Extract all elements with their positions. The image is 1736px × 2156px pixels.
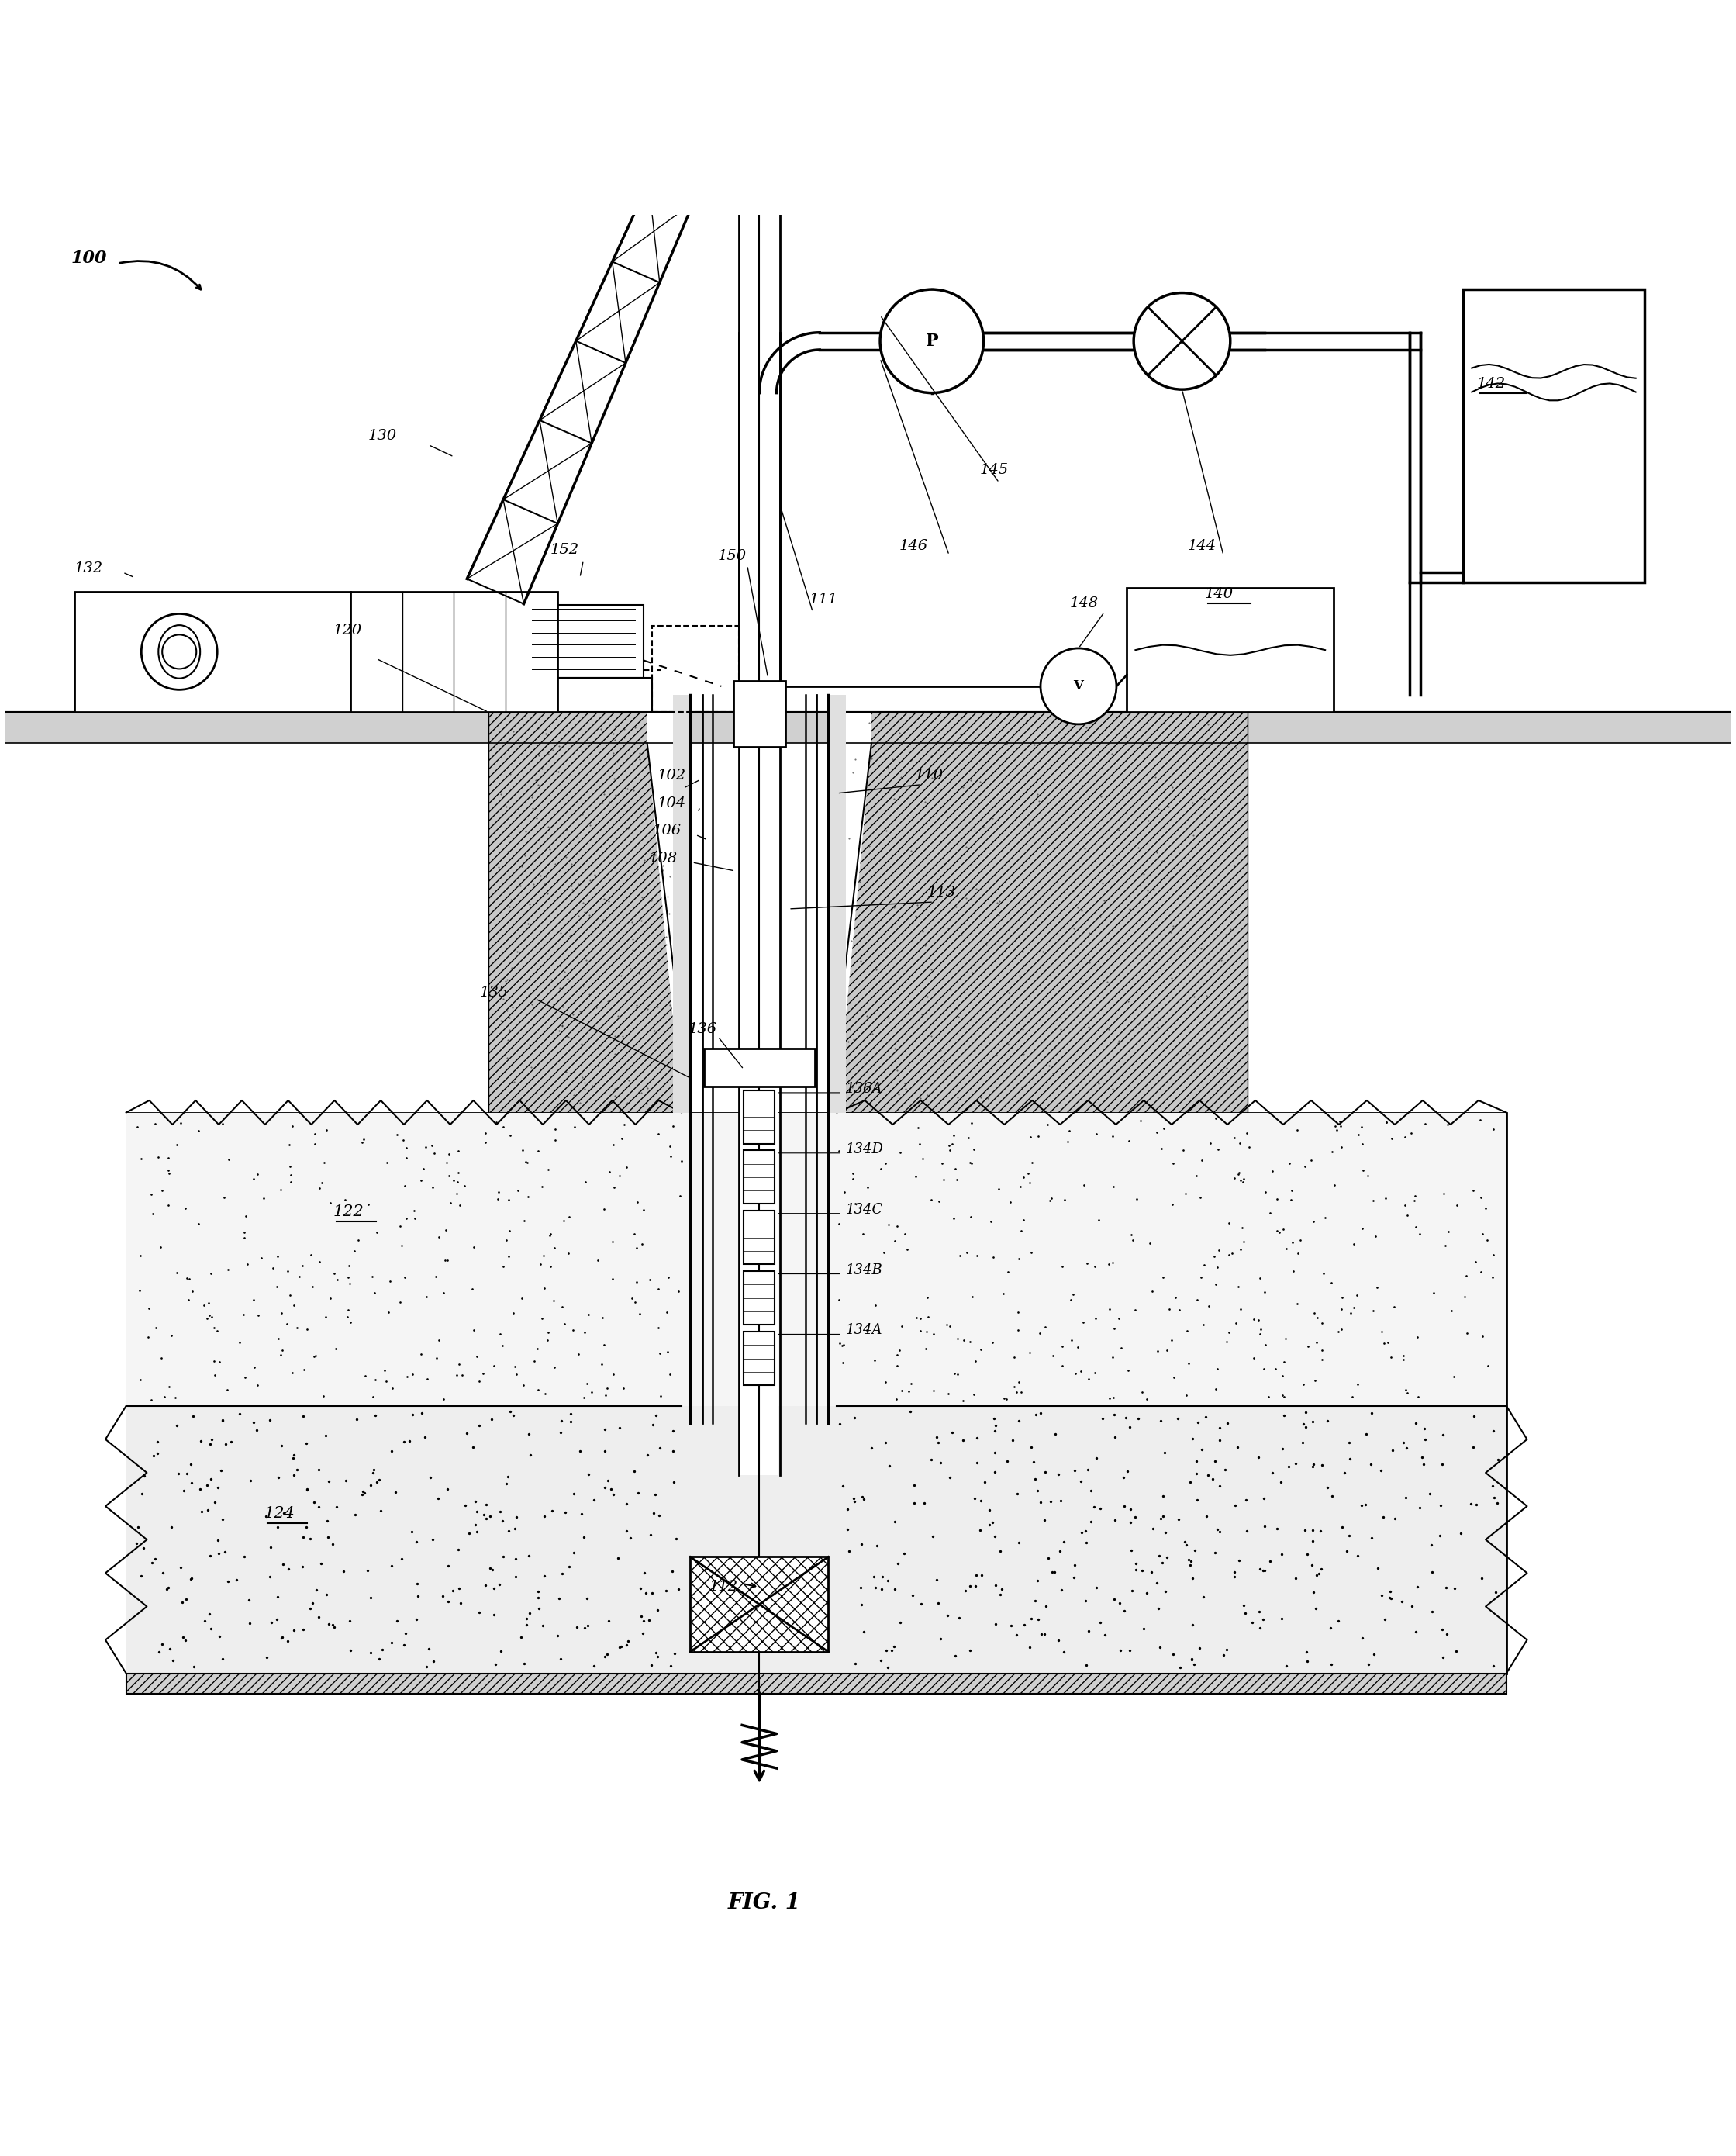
Bar [127, 1406, 1507, 1673]
Bar [838, 711, 1248, 1112]
Text: 132: 132 [75, 561, 102, 576]
Text: 108: 108 [649, 852, 677, 865]
Text: 100: 100 [71, 250, 108, 267]
Text: 104: 104 [658, 796, 686, 811]
Bar [733, 681, 785, 746]
Text: 150: 150 [719, 550, 746, 563]
Polygon shape [523, 606, 644, 677]
Text: 144: 144 [1187, 539, 1215, 554]
Text: 130: 130 [368, 429, 396, 442]
Bar [674, 694, 691, 1112]
Bar [351, 591, 557, 711]
Bar [691, 1557, 828, 1651]
Text: V: V [1073, 679, 1083, 692]
Text: 102: 102 [658, 768, 686, 783]
Text: 146: 146 [899, 539, 927, 554]
Bar [743, 1212, 774, 1263]
Text: 134B: 134B [845, 1263, 882, 1276]
Text: 124: 124 [264, 1507, 295, 1522]
Text: 152: 152 [550, 543, 580, 556]
Text: 111: 111 [809, 593, 838, 606]
Circle shape [1134, 293, 1231, 390]
Bar [828, 694, 845, 1112]
Polygon shape [837, 711, 871, 1112]
Text: 134D: 134D [845, 1143, 884, 1156]
Text: 110: 110 [915, 768, 943, 783]
Text: FIG. 1: FIG. 1 [727, 1893, 800, 1912]
Text: 142: 142 [1477, 377, 1505, 390]
Bar [653, 625, 738, 711]
Circle shape [880, 289, 984, 392]
Bar [743, 1332, 774, 1384]
Text: 122: 122 [333, 1205, 365, 1218]
Polygon shape [648, 711, 682, 1112]
Text: 148: 148 [1069, 595, 1099, 610]
Bar [127, 1112, 1507, 1406]
Text: 140: 140 [1205, 586, 1233, 602]
Text: 134C: 134C [845, 1203, 884, 1216]
Text: 136: 136 [689, 1022, 717, 1037]
Circle shape [1040, 649, 1116, 724]
Text: 134A: 134A [845, 1324, 882, 1337]
Text: 113: 113 [927, 886, 955, 899]
Bar [514, 677, 653, 711]
Bar [488, 711, 681, 1112]
Text: 136A: 136A [845, 1082, 882, 1095]
Text: 135: 135 [479, 985, 509, 1000]
Bar [743, 1272, 774, 1324]
Bar [1127, 589, 1333, 711]
Bar [5, 711, 1731, 744]
Text: P: P [925, 332, 937, 349]
Text: 145: 145 [981, 464, 1009, 476]
Bar [743, 1151, 774, 1203]
Bar [1463, 289, 1644, 582]
Text: 112: 112 [710, 1580, 738, 1593]
Bar [740, 160, 778, 1475]
Text: 106: 106 [653, 824, 681, 839]
Bar [127, 1112, 1507, 1673]
Bar [705, 1048, 814, 1087]
Bar [743, 1091, 774, 1143]
Bar [127, 1673, 1507, 1695]
Text: 120: 120 [333, 623, 363, 638]
Bar [75, 591, 351, 711]
